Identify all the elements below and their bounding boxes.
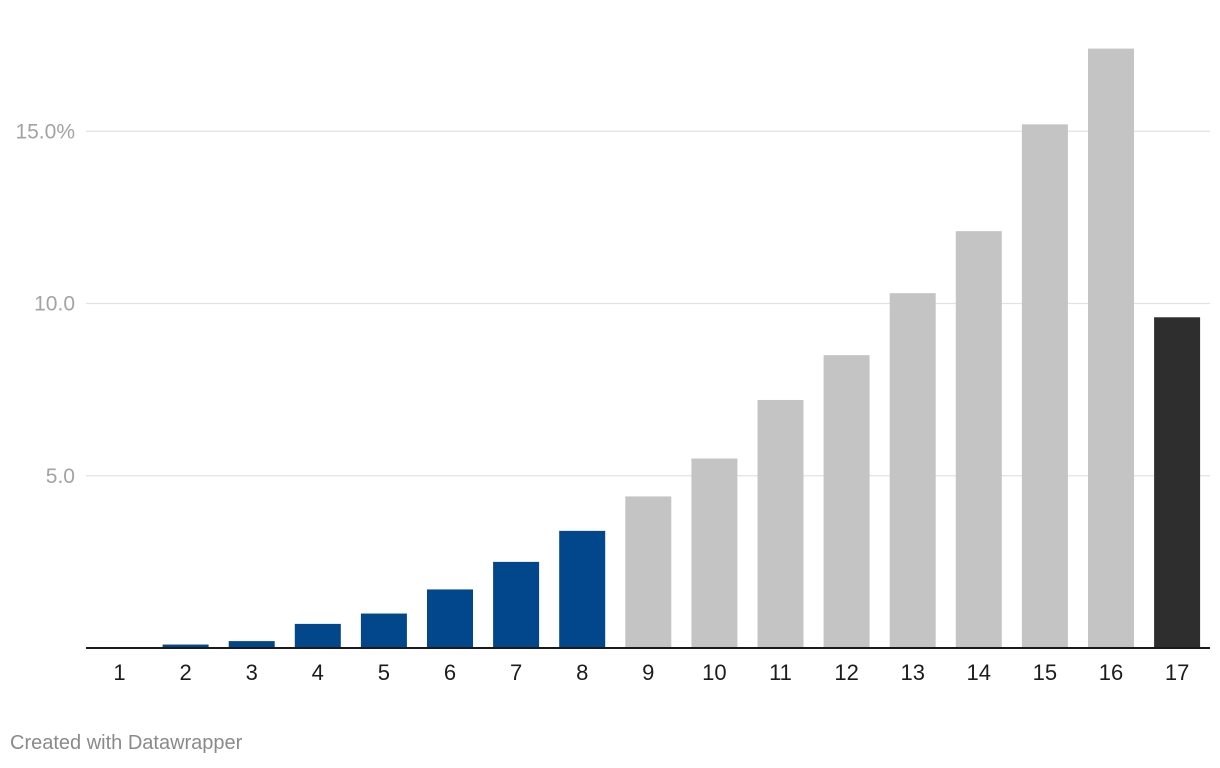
x-tick-label: 2	[179, 660, 191, 685]
x-tick-label: 11	[769, 660, 792, 685]
x-tick-label: 6	[444, 660, 456, 685]
x-tick-label: 17	[1165, 660, 1189, 685]
y-tick-label: 5.0	[46, 465, 75, 488]
x-tick-label: 4	[312, 660, 324, 685]
bar-15[interactable]	[1021, 124, 1068, 649]
bar-17[interactable]	[1154, 317, 1201, 648]
datawrapper-credit[interactable]: Created with Datawrapper	[10, 732, 243, 754]
bar-10[interactable]	[691, 458, 738, 648]
y-tick-label: 10.0	[34, 293, 75, 316]
bar-6[interactable]	[427, 589, 473, 648]
x-tick-label: 10	[702, 660, 726, 685]
bar-12[interactable]	[823, 355, 870, 648]
bar-9[interactable]	[625, 496, 672, 648]
bar-11[interactable]	[757, 399, 804, 648]
x-tick-label: 15	[1033, 660, 1057, 685]
bar-14[interactable]	[955, 231, 1002, 648]
x-tick-label: 8	[576, 660, 588, 685]
x-tick-label: 12	[834, 660, 858, 685]
bar-13[interactable]	[889, 293, 936, 648]
x-tick-label: 7	[510, 660, 522, 685]
bar-chart: 5.010.015.0% 1 2 3 4 5 6 7 8 9 10 11 12 13 14 15 16 17	[15, 48, 1210, 685]
x-tick-label: 14	[967, 660, 991, 685]
bar-4[interactable]	[294, 623, 341, 648]
bar-3[interactable]	[228, 641, 275, 648]
x-tick-label: 9	[642, 660, 654, 685]
x-axis-labels: 1 2 3 4 5 6 7 8 9 10 11 12 13 14 15 16 17	[113, 660, 1189, 685]
y-tick-label: 15.0%	[15, 120, 75, 143]
y-axis-labels: 5.0 10.0 15.0%	[15, 120, 75, 488]
x-tick-label: 1	[113, 660, 125, 685]
x-tick-label: 16	[1099, 660, 1123, 685]
x-tick-label: 5	[378, 660, 390, 685]
bar-2[interactable]	[162, 644, 209, 648]
bar-16[interactable]	[1088, 48, 1134, 648]
bars	[162, 48, 1201, 649]
bar-8[interactable]	[559, 530, 606, 648]
x-tick-label: 3	[246, 660, 258, 685]
bar-5[interactable]	[360, 613, 407, 648]
bar-7[interactable]	[493, 561, 540, 648]
x-tick-label: 13	[900, 660, 924, 685]
